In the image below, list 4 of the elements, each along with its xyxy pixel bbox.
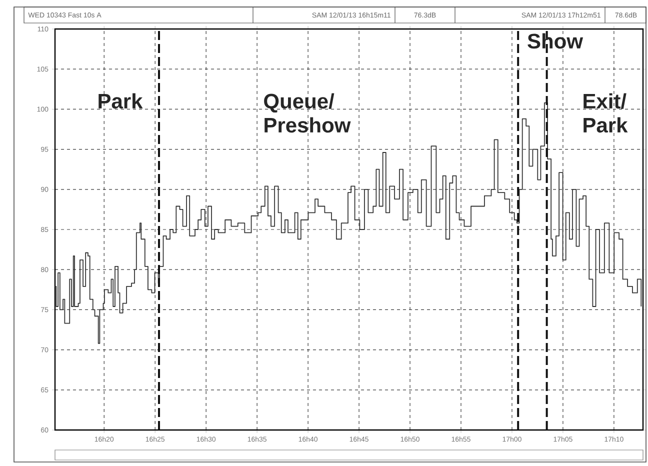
annotation: Show: [528, 33, 584, 49]
annotation: Queue/ Preshow: [264, 93, 351, 133]
annotation: Park: [98, 93, 143, 109]
annotation: Exit/ Park: [584, 93, 628, 133]
